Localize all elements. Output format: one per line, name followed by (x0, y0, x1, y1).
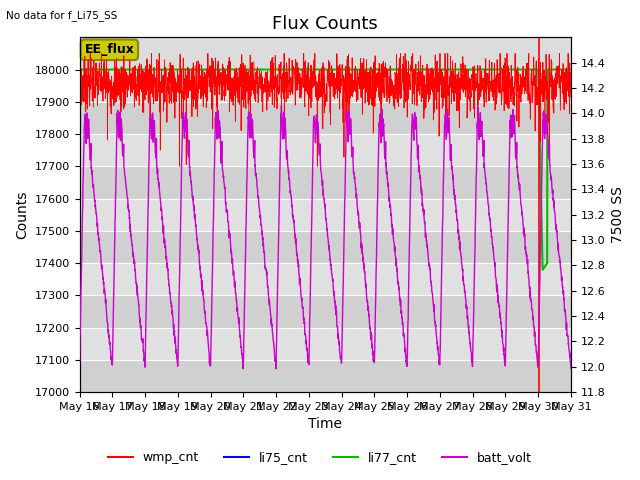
Y-axis label: Counts: Counts (15, 191, 29, 239)
Bar (79, 328, 571, 360)
Bar (79, 167, 571, 199)
Bar (79, 231, 571, 263)
Bar (79, 295, 571, 328)
Bar (79, 199, 571, 231)
Bar (79, 360, 571, 392)
Y-axis label: 7500 SS: 7500 SS (611, 186, 625, 243)
Text: EE_flux: EE_flux (84, 43, 134, 56)
Bar (79, 70, 571, 102)
Bar (79, 134, 571, 167)
Text: No data for f_Li75_SS: No data for f_Li75_SS (6, 10, 118, 21)
Bar (79, 102, 571, 134)
Legend: wmp_cnt, li75_cnt, li77_cnt, batt_volt: wmp_cnt, li75_cnt, li77_cnt, batt_volt (103, 446, 537, 469)
Bar (79, 263, 571, 295)
Title: Flux Counts: Flux Counts (272, 15, 378, 33)
X-axis label: Time: Time (308, 418, 342, 432)
